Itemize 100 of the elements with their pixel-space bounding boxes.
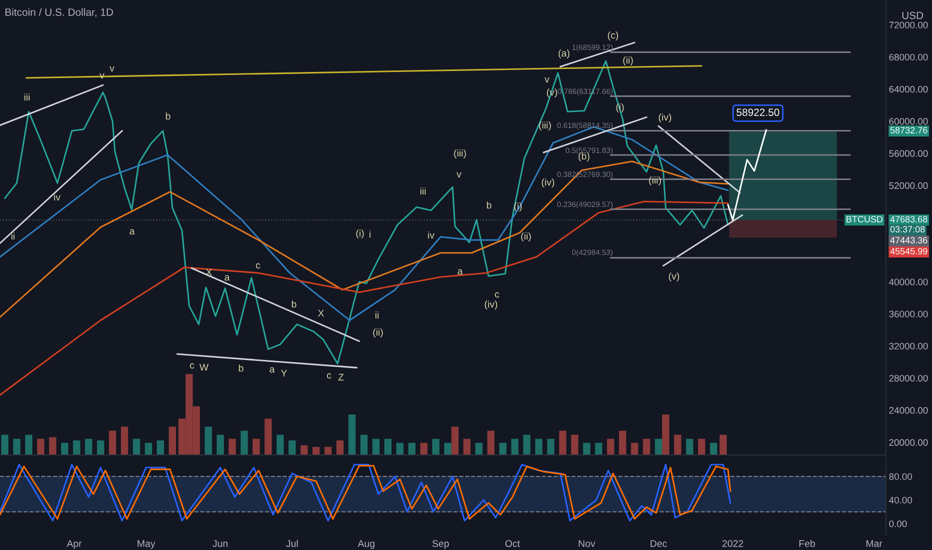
y-tick-label: 52000.00 [889, 182, 928, 189]
bar [168, 426, 176, 455]
bar [686, 438, 694, 455]
bar [559, 430, 566, 455]
bar [300, 445, 308, 455]
annotation: v [544, 77, 550, 83]
bar [288, 440, 296, 455]
annotation: c [256, 263, 260, 269]
bar [264, 418, 272, 455]
annotation: iv [54, 193, 60, 201]
bar [654, 438, 662, 455]
line-series [727, 129, 768, 221]
text: 45545.99 [890, 248, 928, 254]
text: 47443.36 [890, 237, 928, 244]
x-tick-label: Nov [578, 540, 596, 547]
bar [451, 426, 459, 455]
bar [336, 440, 344, 455]
bar [674, 434, 682, 455]
annotation: (ii) [373, 328, 383, 338]
y-tick-label: 60000.00 [889, 118, 928, 125]
annotation: Y [280, 370, 288, 377]
annotation: (iv) [542, 178, 554, 188]
y-tick-label: 24000.00 [889, 407, 928, 414]
bar [108, 430, 116, 455]
annotation: (iv) [658, 113, 672, 123]
text: 58732.76 [890, 127, 928, 134]
y-tick-label: 0.00 [889, 520, 907, 528]
y-tick-label: 32000.00 [889, 342, 928, 350]
y-tick-label: 40.00 [888, 496, 912, 504]
bar [13, 438, 20, 455]
bar [720, 434, 727, 455]
annotation: b [166, 112, 170, 120]
bar [37, 438, 44, 455]
x-tick-label: Jun [212, 540, 228, 547]
x-tick-label: Mar [866, 540, 882, 547]
bar [372, 438, 380, 455]
y-tick-label: 20000.00 [889, 439, 928, 446]
bar [571, 434, 578, 455]
y-tick-label: 40000.00 [888, 278, 928, 286]
bar [463, 438, 471, 455]
annotation: iv [428, 231, 434, 239]
annotation: ii [375, 311, 379, 319]
annotation: Z [338, 374, 344, 381]
bar [535, 438, 542, 455]
annotation: v [100, 73, 104, 79]
bar [408, 442, 416, 455]
annotation: ii [11, 232, 15, 240]
line-series [0, 160, 729, 318]
annotation: a [458, 269, 463, 275]
line-series [0, 200, 729, 396]
annotation: v [456, 172, 462, 178]
bar [252, 438, 260, 455]
annotation: a [130, 229, 135, 235]
bar [420, 442, 428, 455]
bar [144, 442, 152, 455]
y-tick-label: 80.00 [889, 473, 912, 480]
annotation: c [326, 373, 332, 379]
y-tick-label: 68000.00 [889, 54, 928, 61]
bar [698, 438, 706, 455]
annotation: (a) [558, 49, 570, 59]
annotation: (iv) [484, 300, 498, 310]
bar [607, 438, 614, 455]
x-tick-label: Dec [650, 540, 667, 547]
bar [312, 446, 320, 455]
y-tick-label: 28000.00 [889, 374, 928, 382]
bar [240, 430, 248, 455]
annotation: b [486, 201, 492, 209]
bar [156, 440, 164, 455]
bar [132, 438, 140, 455]
x-tick-label: 2022 [722, 540, 744, 547]
text: 47683.68 [890, 216, 928, 222]
x-tick-label: Apr [66, 540, 82, 549]
bar [85, 438, 92, 455]
bar [499, 442, 506, 455]
annotation: (iii) [649, 176, 661, 186]
bar [432, 438, 440, 455]
bar [360, 434, 368, 455]
annotation: b [238, 364, 244, 372]
y-tick-label: 64000.00 [889, 86, 928, 93]
annotation: X [206, 268, 212, 276]
bar [228, 438, 236, 455]
annotation: iii [420, 187, 426, 195]
bar [324, 446, 332, 455]
bar [642, 438, 650, 455]
annotation: (iii) [454, 149, 466, 159]
annotation: 58922.50 [736, 108, 780, 116]
annotation: X [318, 310, 324, 317]
bar [511, 438, 518, 455]
annotation: a [270, 367, 275, 373]
x-tick-label: Oct [505, 540, 520, 547]
bar [25, 434, 32, 455]
bar [348, 414, 356, 455]
annotation: (ii) [521, 232, 531, 242]
bar [619, 430, 626, 455]
annotation: c [494, 292, 500, 298]
bar [595, 442, 602, 455]
annotation: a [224, 275, 230, 281]
y-tick-label: 36000.00 [889, 310, 928, 318]
annotation: (iii) [539, 121, 551, 131]
annotation: (c) [608, 31, 618, 41]
